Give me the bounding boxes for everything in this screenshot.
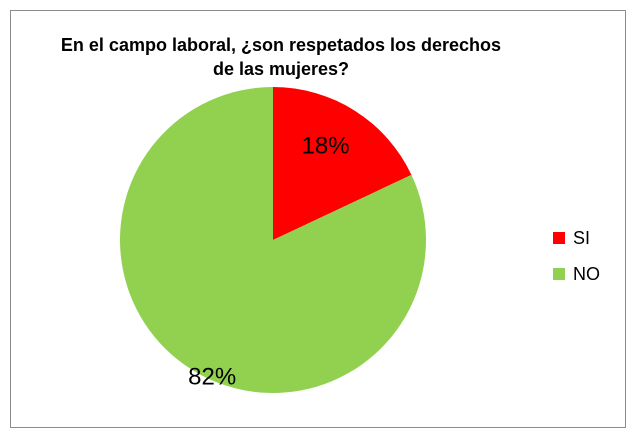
chart-title-line-1: En el campo laboral, ¿son respetados los…	[60, 35, 502, 55]
legend-label-si: SI	[573, 227, 591, 248]
legend-item-no: NO	[553, 263, 600, 285]
legend-item-si: SI	[553, 227, 600, 249]
pie-data-labels: 18% 82%	[188, 132, 349, 390]
legend-swatch-si	[553, 232, 565, 244]
chart-area: En el campo laboral, ¿son respetados los…	[10, 10, 626, 428]
legend-label-no: NO	[573, 263, 600, 284]
pie-slice-no	[120, 87, 426, 393]
chart-title-line-2: de las mujeres?	[212, 59, 350, 79]
pie-slice-si	[273, 87, 412, 240]
data-label-si: 18%	[302, 132, 350, 159]
chart-title: En el campo laboral, ¿son respetados los…	[11, 33, 551, 81]
data-label-no: 82%	[188, 363, 236, 390]
pie-slices	[120, 87, 426, 393]
legend-swatch-no	[553, 268, 565, 280]
pie-chart: 18% 82%	[120, 87, 426, 393]
legend: SI NO	[553, 227, 600, 299]
